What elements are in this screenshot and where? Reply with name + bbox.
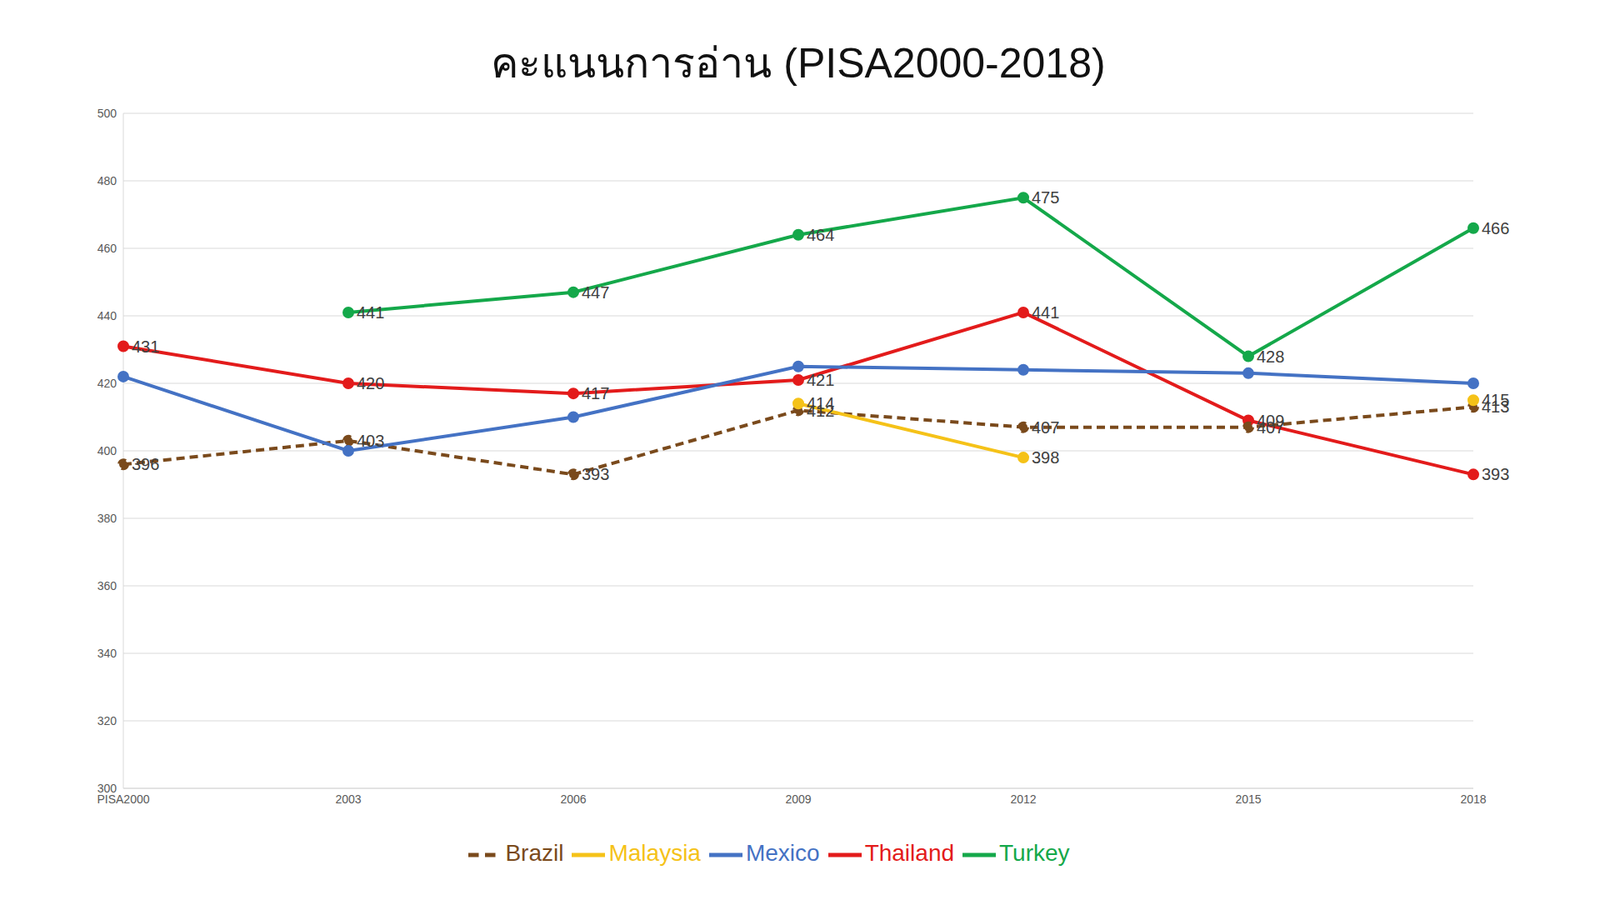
svg-text:393: 393: [581, 465, 610, 484]
html-text:Thailand: Thailand: [864, 840, 955, 867]
svg-text:460: 460: [97, 241, 118, 255]
svg-text:420: 420: [97, 376, 118, 390]
html-text:Turkey: Turkey: [999, 840, 1070, 867]
svg-text:440: 440: [97, 309, 118, 323]
svg-text:2006: 2006: [560, 792, 586, 806]
svg-text:396: 396: [131, 455, 160, 474]
svg-text:464: 464: [806, 225, 835, 245]
svg-text:500: 500: [97, 106, 118, 120]
svg-text:441: 441: [356, 303, 385, 322]
svg-text:447: 447: [581, 283, 610, 302]
svg-text:475: 475: [1031, 188, 1060, 207]
svg-text:360: 360: [97, 579, 118, 593]
svg-text:415: 415: [1481, 390, 1510, 410]
svg-text:2018: 2018: [1460, 792, 1486, 806]
svg-text:400: 400: [97, 444, 118, 458]
svg-text:421: 421: [806, 370, 835, 390]
svg-text:414: 414: [806, 394, 835, 413]
svg-text:320: 320: [97, 714, 118, 728]
html-text:Brazil: Brazil: [505, 840, 564, 867]
svg-text:2003: 2003: [335, 792, 361, 806]
svg-text:403: 403: [356, 431, 385, 450]
svg-text:398: 398: [1031, 448, 1060, 467]
svg-text:420: 420: [356, 374, 385, 393]
svg-text:2015: 2015: [1235, 792, 1261, 806]
svg-text:428: 428: [1256, 347, 1285, 366]
svg-text:441: 441: [1031, 303, 1060, 322]
svg-text:407: 407: [1256, 418, 1285, 437]
svg-text:480: 480: [97, 174, 118, 188]
svg-text:380: 380: [97, 511, 118, 525]
svg-text:417: 417: [581, 384, 610, 403]
svg-text:407: 407: [1031, 418, 1060, 437]
svg-text:393: 393: [1481, 465, 1510, 484]
html-text:คะแนนการอ่าน (PISA2000-2018): คะแนนการอ่าน (PISA2000-2018): [491, 40, 1106, 87]
svg-text:466: 466: [1481, 219, 1510, 238]
svg-text:431: 431: [131, 337, 160, 356]
svg-text:PISA2000: PISA2000: [97, 792, 150, 806]
html-text:Mexico: Mexico: [745, 840, 820, 867]
svg-text:2009: 2009: [785, 792, 811, 806]
svg-text:2012: 2012: [1010, 792, 1036, 806]
html-text:Malaysia: Malaysia: [608, 840, 701, 867]
svg-text:340: 340: [97, 646, 118, 660]
svg-text:300: 300: [97, 781, 118, 795]
